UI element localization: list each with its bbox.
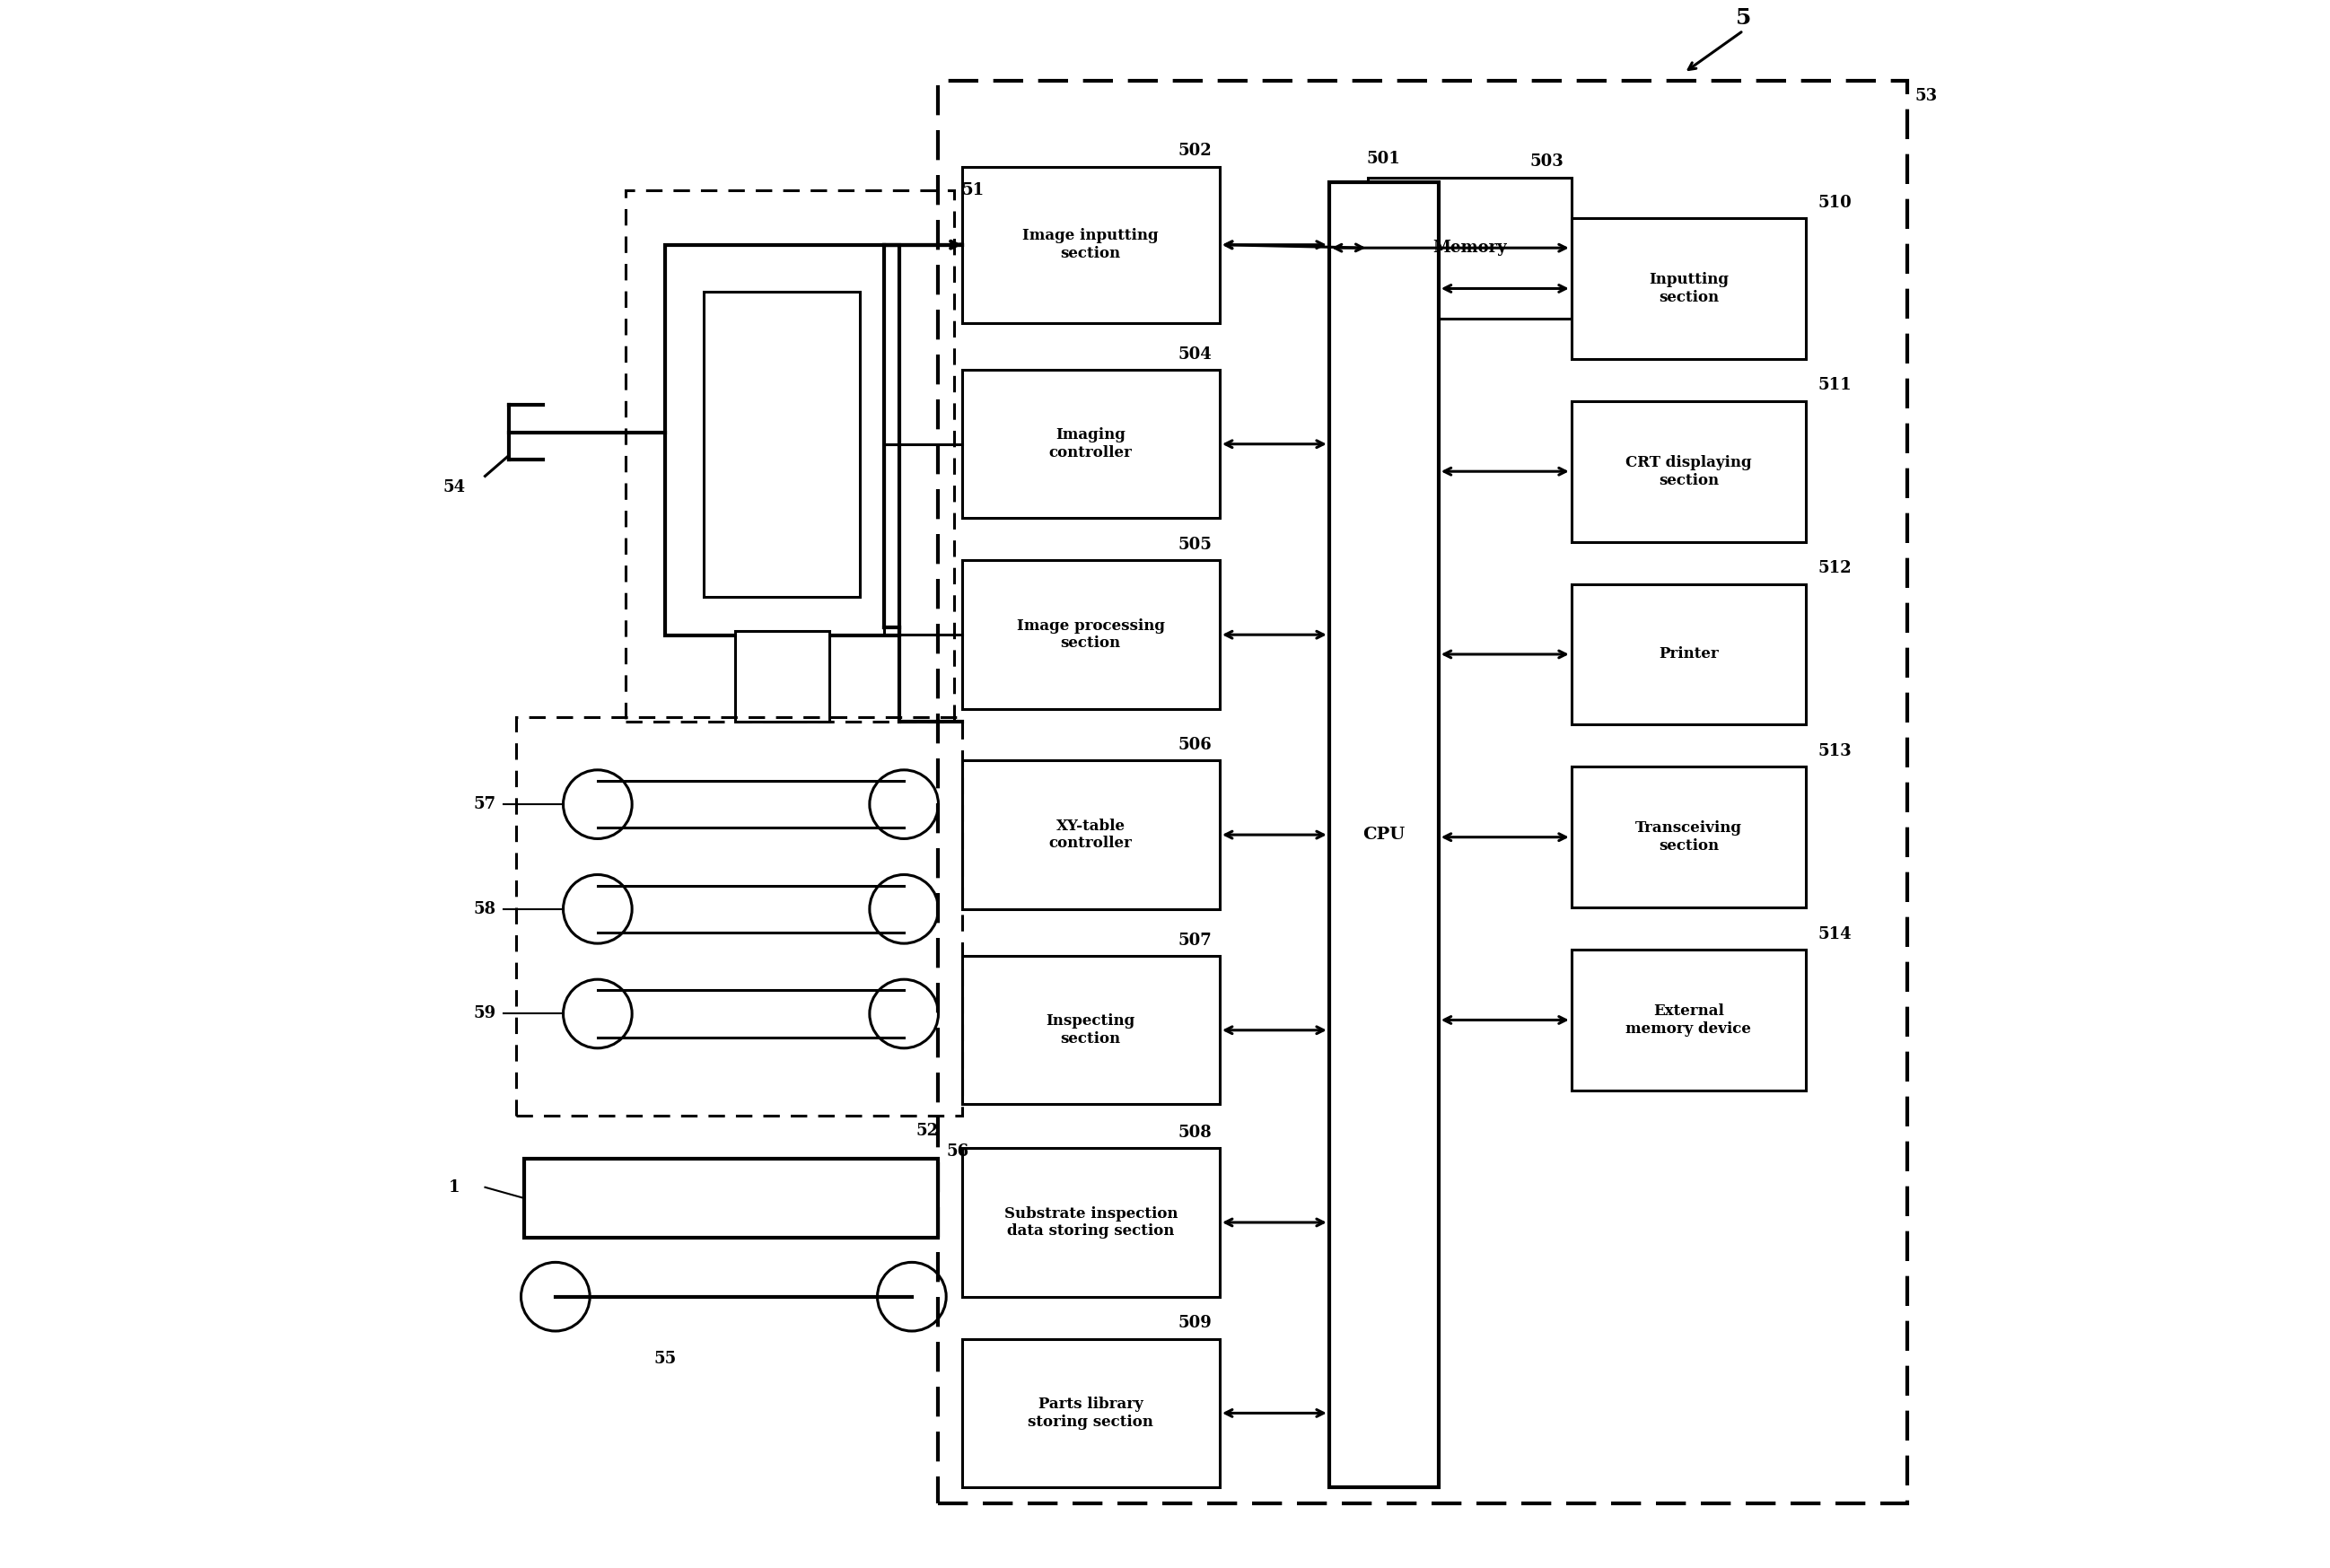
FancyBboxPatch shape	[664, 245, 899, 635]
FancyBboxPatch shape	[962, 560, 1219, 709]
Text: 1: 1	[447, 1179, 459, 1195]
Text: Transceiving
section: Transceiving section	[1636, 820, 1743, 853]
Text: XY-table
controller: XY-table controller	[1048, 818, 1132, 851]
FancyBboxPatch shape	[704, 292, 860, 596]
FancyBboxPatch shape	[962, 956, 1219, 1104]
Text: Memory: Memory	[1433, 240, 1508, 256]
Text: 53: 53	[1915, 88, 1939, 105]
Text: 514: 514	[1817, 927, 1852, 942]
Text: External
memory device: External memory device	[1626, 1004, 1752, 1036]
Text: 501: 501	[1368, 151, 1400, 166]
Text: 58: 58	[473, 902, 496, 917]
Text: Substrate inspection
data storing section: Substrate inspection data storing sectio…	[1004, 1206, 1177, 1239]
FancyBboxPatch shape	[1570, 583, 1806, 724]
Text: 504: 504	[1179, 347, 1212, 362]
Text: 506: 506	[1179, 737, 1212, 753]
Text: 509: 509	[1179, 1316, 1212, 1331]
Text: 503: 503	[1531, 154, 1563, 169]
Text: 507: 507	[1179, 933, 1212, 949]
Text: 59: 59	[473, 1005, 496, 1022]
FancyBboxPatch shape	[1570, 218, 1806, 359]
FancyBboxPatch shape	[962, 166, 1219, 323]
Text: 52: 52	[916, 1123, 939, 1138]
Text: 502: 502	[1179, 143, 1212, 158]
Text: Imaging
controller: Imaging controller	[1048, 428, 1132, 461]
Text: CPU: CPU	[1363, 826, 1405, 844]
Text: 510: 510	[1817, 194, 1852, 210]
Text: Image inputting
section: Image inputting section	[1023, 229, 1158, 262]
Text: CRT displaying
section: CRT displaying section	[1626, 455, 1752, 488]
FancyBboxPatch shape	[524, 1159, 939, 1237]
Text: Inspecting
section: Inspecting section	[1046, 1014, 1135, 1046]
FancyBboxPatch shape	[1368, 177, 1570, 318]
Text: Image processing
section: Image processing section	[1016, 618, 1165, 651]
Text: Parts library
storing section: Parts library storing section	[1028, 1397, 1153, 1430]
Text: Printer: Printer	[1659, 646, 1720, 662]
Text: 51: 51	[962, 182, 983, 198]
FancyBboxPatch shape	[962, 760, 1219, 909]
Text: 5: 5	[1736, 8, 1752, 28]
FancyBboxPatch shape	[962, 1339, 1219, 1488]
Text: 505: 505	[1179, 536, 1212, 554]
Text: 513: 513	[1817, 743, 1852, 759]
Text: 56: 56	[946, 1143, 969, 1159]
FancyBboxPatch shape	[736, 630, 829, 721]
Text: 57: 57	[473, 797, 496, 812]
Text: 55: 55	[652, 1352, 676, 1367]
Text: 508: 508	[1179, 1124, 1212, 1140]
Text: 511: 511	[1817, 378, 1852, 394]
FancyBboxPatch shape	[962, 1148, 1219, 1297]
FancyBboxPatch shape	[1328, 182, 1438, 1488]
Text: 54: 54	[443, 478, 466, 495]
Text: 512: 512	[1817, 560, 1852, 577]
FancyBboxPatch shape	[1570, 767, 1806, 908]
FancyBboxPatch shape	[1570, 401, 1806, 541]
FancyBboxPatch shape	[1570, 950, 1806, 1090]
Text: Inputting
section: Inputting section	[1650, 273, 1729, 304]
FancyBboxPatch shape	[962, 370, 1219, 519]
